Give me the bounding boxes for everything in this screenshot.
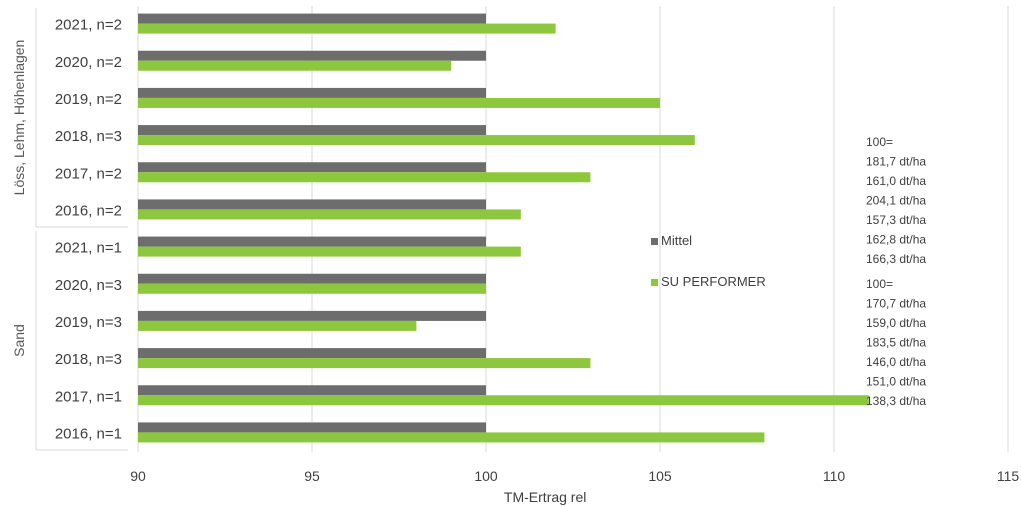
bar-su-performer	[138, 172, 591, 183]
category-label: 2019, n=2	[55, 91, 122, 108]
group-label: Sand	[11, 324, 27, 357]
category-label: 2017, n=2	[55, 165, 122, 182]
bar-mittel	[138, 50, 486, 61]
annotation-line: 151,0 dt/ha	[866, 375, 926, 389]
x-tick-label: 95	[304, 468, 320, 484]
bar-mittel	[138, 310, 486, 321]
bar-mittel	[138, 13, 486, 24]
axes: 90 95 100 105 110 115 TM-Ertrag rel 2021, n=2 20…	[11, 8, 1019, 505]
bar-mittel	[138, 348, 486, 359]
annotation-line: 183,5 dt/ha	[866, 336, 926, 350]
bar-mittel	[138, 162, 486, 173]
bar-su-performer	[138, 97, 660, 108]
x-tick-label: 110	[823, 468, 846, 484]
category-label: 2018, n=3	[55, 128, 122, 145]
gridlines	[137, 6, 1009, 452]
annotation-line: 204,1 dt/ha	[866, 194, 926, 208]
annotation-line: 100=	[866, 135, 893, 149]
legend-swatch-mittel	[651, 238, 658, 245]
category-label: 2019, n=3	[55, 314, 122, 331]
x-tick-label: 105	[648, 468, 672, 484]
bar-mittel	[138, 273, 486, 284]
annotation-line: 159,0 dt/ha	[866, 316, 926, 330]
annotation-line: 146,0 dt/ha	[866, 355, 926, 369]
annotation-line: 100=	[866, 277, 893, 291]
legend-swatch-su-performer	[651, 279, 658, 286]
annotation-line: 166,3 dt/ha	[866, 252, 926, 266]
bar-mittel	[138, 236, 486, 247]
annotations: 100= 181,7 dt/ha 161,0 dt/ha 204,1 dt/ha 157…	[866, 135, 926, 408]
category-label: 2021, n=2	[55, 17, 122, 34]
bars	[138, 13, 869, 443]
bar-su-performer	[138, 135, 695, 146]
annotation-line: 161,0 dt/ha	[866, 174, 926, 188]
x-tick-label: 100	[474, 468, 498, 484]
category-label: 2018, n=3	[55, 351, 122, 368]
bar-su-performer	[138, 60, 452, 71]
category-label: 2016, n=2	[55, 202, 122, 219]
legend: Mittel SU PERFORMER	[651, 233, 766, 289]
annotation-line: 162,8 dt/ha	[866, 233, 926, 247]
bar-mittel	[138, 422, 486, 433]
bar-su-performer	[138, 246, 521, 257]
bar-mittel	[138, 87, 486, 98]
category-label: 2020, n=2	[55, 54, 122, 71]
category-label: 2016, n=1	[55, 425, 122, 442]
legend-label-mittel: Mittel	[661, 233, 692, 248]
annotation-line: 138,3 dt/ha	[866, 394, 926, 408]
category-label: 2020, n=3	[55, 277, 122, 294]
group-label: Löss, Lehm, Höhenlagen	[11, 40, 27, 196]
x-tick-label: 90	[130, 468, 146, 484]
legend-label-su-performer: SU PERFORMER	[661, 274, 766, 289]
bar-su-performer	[138, 320, 417, 331]
bar-mittel	[138, 385, 486, 396]
annotation-line: 170,7 dt/ha	[866, 297, 926, 311]
bar-su-performer	[138, 23, 556, 34]
category-label: 2021, n=1	[55, 240, 122, 257]
bar-mittel	[138, 199, 486, 210]
annotation-line: 157,3 dt/ha	[866, 213, 926, 227]
bar-su-performer	[138, 395, 869, 406]
bar-su-performer	[138, 432, 765, 443]
category-label: 2017, n=1	[55, 388, 122, 405]
x-tick-label: 115	[997, 468, 1020, 484]
bar-su-performer	[138, 358, 591, 369]
bar-mittel	[138, 125, 486, 136]
bar-su-performer	[138, 283, 486, 294]
bar-su-performer	[138, 209, 521, 220]
x-axis-label: TM-Ertrag rel	[504, 489, 586, 505]
annotation-line: 181,7 dt/ha	[866, 155, 926, 169]
